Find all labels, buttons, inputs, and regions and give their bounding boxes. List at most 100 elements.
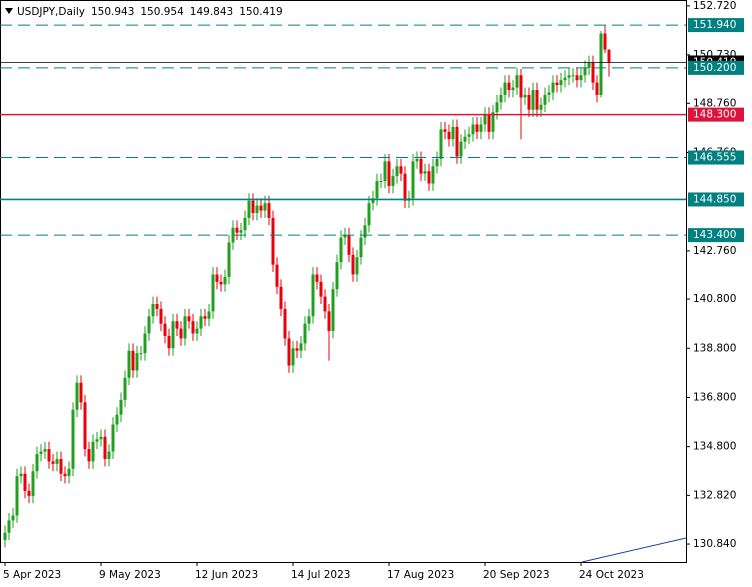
candle-body	[551, 82, 555, 93]
candle-body	[131, 350, 135, 371]
chart-header: USDJPY,Daily 150.943 150.954 149.843 150.419	[17, 6, 283, 18]
candle-body	[343, 235, 347, 238]
candle-body	[119, 399, 123, 415]
candle-body	[375, 181, 379, 199]
candle-body	[595, 82, 599, 95]
candle-body	[207, 311, 211, 319]
candle-body	[51, 461, 55, 464]
y-tick-label: 148.760	[693, 97, 736, 109]
candle-body	[303, 323, 307, 344]
candle-body	[267, 203, 271, 218]
candle-body	[403, 173, 407, 201]
candle-body	[379, 181, 383, 183]
x-tick-label: 14 Jul 2023	[291, 569, 350, 581]
candle-body	[519, 75, 523, 98]
candle-body	[327, 311, 331, 332]
candle-body	[163, 323, 167, 336]
candle-body	[251, 200, 255, 213]
candle-body	[291, 348, 295, 366]
candle-body	[315, 274, 319, 282]
level-label: 151.940	[693, 19, 736, 31]
candle-body	[71, 409, 75, 469]
candle-body	[567, 75, 571, 78]
candle-body	[275, 264, 279, 287]
candle-body	[63, 473, 67, 477]
candle-body	[383, 161, 387, 182]
candle-body	[279, 286, 283, 309]
candle-body	[87, 449, 91, 462]
candle-body	[539, 104, 543, 110]
candle-body	[439, 129, 443, 159]
candle-body	[171, 321, 175, 349]
candle-body	[151, 303, 155, 317]
candle-body	[79, 382, 83, 403]
candle-body	[583, 67, 587, 76]
candle-body	[255, 205, 259, 213]
y-tick-label: 134.800	[693, 441, 736, 453]
candle-body	[507, 82, 511, 91]
candle-body	[3, 532, 7, 541]
candle-body	[155, 303, 159, 309]
candle-body	[451, 126, 455, 140]
candle-body	[295, 348, 299, 351]
candle-body	[83, 402, 87, 450]
plot-frame	[0, 0, 687, 563]
candle-body	[495, 102, 499, 113]
candle-body	[35, 454, 39, 472]
candle-body	[319, 281, 323, 297]
candle-body	[39, 451, 43, 455]
level-label: 148.300	[693, 109, 736, 121]
candle-body	[91, 441, 95, 462]
candle-body	[331, 289, 335, 332]
candle-body	[499, 94, 503, 103]
candle-body	[399, 166, 403, 174]
candle-body	[363, 225, 367, 238]
y-tick-label: 142.760	[693, 245, 736, 257]
y-tick-label: 138.800	[693, 342, 736, 354]
candle-body	[355, 257, 359, 275]
candle-body	[7, 520, 11, 533]
candle-body	[287, 338, 291, 366]
header-value: 150.419	[239, 6, 282, 18]
menu-arrow	[5, 8, 13, 14]
candle-body	[587, 62, 591, 68]
candle-body	[175, 321, 179, 329]
candle-body	[559, 80, 563, 86]
candle-body	[263, 203, 267, 211]
candle-body	[259, 205, 263, 211]
candle-body	[479, 124, 483, 132]
x-tick-label: 12 Jun 2023	[195, 569, 258, 581]
candle-body	[411, 161, 415, 199]
candle-body	[19, 473, 23, 477]
candle-body	[67, 468, 71, 477]
candle-body	[219, 281, 223, 285]
candle-body	[75, 382, 79, 410]
candle-body	[231, 227, 235, 243]
level-box	[688, 228, 744, 243]
candle-body	[575, 75, 579, 81]
candle-body	[103, 436, 107, 459]
y-tick-label: 130.840	[693, 538, 736, 550]
candle-body	[527, 94, 531, 110]
x-tick-label: 5 Apr 2023	[3, 569, 61, 581]
candle-body	[23, 473, 27, 491]
candle-body	[471, 124, 475, 135]
candle-body	[443, 129, 447, 132]
candle-body	[543, 94, 547, 105]
candle-body	[547, 92, 551, 95]
level-box	[688, 60, 744, 75]
candle-body	[491, 112, 495, 132]
x-tick-label: 17 Aug 2023	[387, 569, 454, 581]
candle-body	[111, 424, 115, 452]
candle-body	[187, 316, 191, 322]
level-box	[688, 150, 744, 165]
candle-body	[335, 262, 339, 290]
level-box	[688, 107, 744, 122]
candle-body	[447, 131, 451, 140]
candle-body	[215, 274, 219, 282]
header-value: 150.943	[91, 6, 134, 18]
candle-body	[435, 158, 439, 167]
candle-body	[367, 203, 371, 226]
candle-body	[223, 276, 227, 285]
